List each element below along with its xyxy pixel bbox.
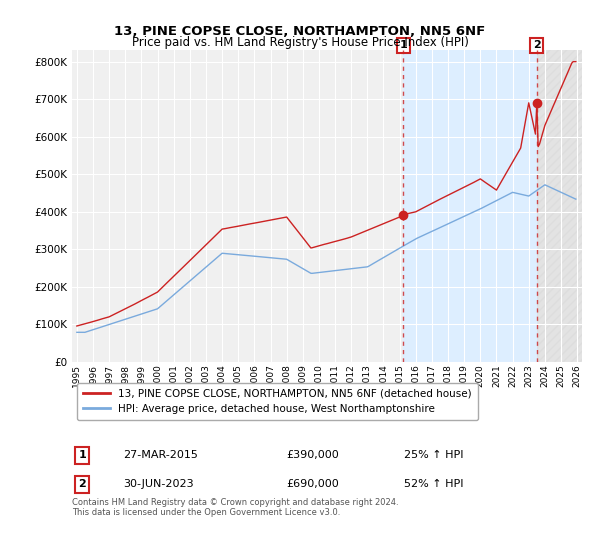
Text: 27-MAR-2015: 27-MAR-2015 <box>123 450 198 460</box>
Text: 52% ↑ HPI: 52% ↑ HPI <box>404 479 463 489</box>
Bar <box>403 50 537 362</box>
Text: Contains HM Land Registry data © Crown copyright and database right 2024.
This d: Contains HM Land Registry data © Crown c… <box>72 498 398 517</box>
Text: 25% ↑ HPI: 25% ↑ HPI <box>404 450 463 460</box>
Text: 1: 1 <box>400 40 407 50</box>
Text: 1: 1 <box>79 450 86 460</box>
Text: £390,000: £390,000 <box>286 450 339 460</box>
Text: £690,000: £690,000 <box>286 479 339 489</box>
Legend: 13, PINE COPSE CLOSE, NORTHAMPTON, NN5 6NF (detached house), HPI: Average price,: 13, PINE COPSE CLOSE, NORTHAMPTON, NN5 6… <box>77 382 478 420</box>
Text: 2: 2 <box>79 479 86 489</box>
Text: 2: 2 <box>533 40 541 50</box>
Text: Price paid vs. HM Land Registry's House Price Index (HPI): Price paid vs. HM Land Registry's House … <box>131 36 469 49</box>
Text: 30-JUN-2023: 30-JUN-2023 <box>123 479 194 489</box>
Text: 13, PINE COPSE CLOSE, NORTHAMPTON, NN5 6NF: 13, PINE COPSE CLOSE, NORTHAMPTON, NN5 6… <box>115 25 485 38</box>
Bar <box>537 50 582 362</box>
